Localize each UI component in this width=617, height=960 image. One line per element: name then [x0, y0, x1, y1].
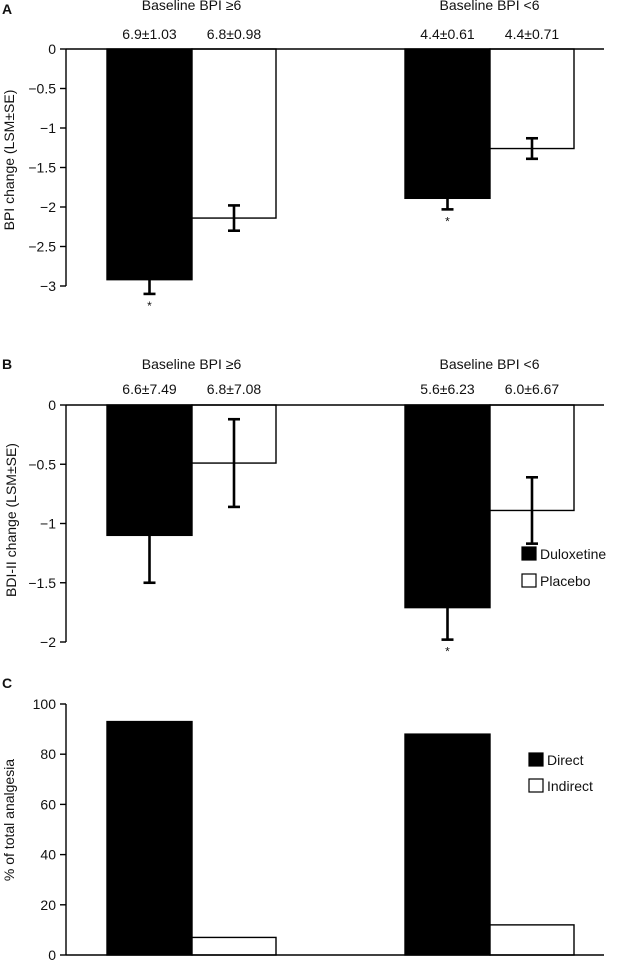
y-tick-label: −2.5	[28, 239, 56, 255]
significance-marker: *	[147, 299, 152, 313]
legend-label: Duloxetine	[540, 546, 606, 562]
panel-letter: C	[2, 675, 12, 691]
panel-letter: B	[2, 356, 12, 372]
y-tick-label: −1.5	[28, 575, 56, 591]
bar-light	[191, 936, 277, 956]
legend-swatch	[521, 573, 537, 588]
category-label: Baseline BPI ≥6	[142, 0, 242, 13]
bar-light	[191, 48, 277, 219]
bar-dark	[404, 733, 491, 956]
legend-label: Direct	[547, 752, 584, 768]
y-tick-label: −2	[40, 634, 56, 650]
category-label: Baseline BPI ≥6	[142, 356, 242, 372]
y-tick-label: 20	[40, 897, 56, 913]
y-axis-title: % of total analgesia	[1, 759, 17, 881]
panel-letter: A	[2, 1, 12, 17]
y-tick-label: 100	[33, 696, 57, 712]
significance-marker: *	[445, 645, 450, 659]
bar-value-label: 6.9±1.03	[122, 26, 177, 42]
legend-label: Indirect	[547, 778, 593, 794]
legend-swatch	[528, 752, 544, 767]
y-tick-label: 0	[48, 41, 56, 57]
y-tick-label: 40	[40, 847, 56, 863]
bar-light	[489, 924, 575, 956]
y-tick-label: −1	[40, 516, 56, 532]
y-tick-label: −1	[40, 120, 56, 136]
legend-label: Placebo	[540, 573, 591, 589]
bar-value-label: 5.6±6.23	[420, 381, 475, 397]
bar-dark	[106, 720, 193, 956]
category-label: Baseline BPI <6	[439, 0, 539, 13]
bar-dark	[106, 48, 193, 281]
bar-value-label: 6.0±6.67	[505, 381, 560, 397]
y-tick-label: −1.5	[28, 160, 56, 176]
y-tick-label: −0.5	[28, 456, 56, 472]
bar-value-label: 6.8±0.98	[207, 26, 262, 42]
bar-dark	[404, 48, 491, 200]
y-tick-label: 0	[48, 947, 56, 960]
bar-value-label: 4.4±0.61	[420, 26, 475, 42]
y-tick-label: 60	[40, 796, 56, 812]
bar-value-label: 4.4±0.71	[505, 26, 560, 42]
legend-swatch	[521, 546, 537, 561]
y-axis-title: BDI-II change (LSM±SE)	[3, 443, 19, 597]
legend-swatch	[528, 778, 544, 793]
bar-value-label: 6.8±7.08	[207, 381, 262, 397]
y-tick-label: −3	[40, 278, 56, 294]
y-tick-label: −2	[40, 199, 56, 215]
y-tick-label: 0	[48, 397, 56, 413]
y-axis-title: BPI change (LSM±SE)	[1, 90, 17, 231]
significance-marker: *	[445, 214, 450, 228]
bar-light	[489, 48, 575, 150]
bar-value-label: 6.6±7.49	[122, 381, 177, 397]
y-tick-label: −0.5	[28, 81, 56, 97]
category-label: Baseline BPI <6	[439, 356, 539, 372]
bar-dark	[404, 404, 491, 609]
y-tick-label: 80	[40, 746, 56, 762]
